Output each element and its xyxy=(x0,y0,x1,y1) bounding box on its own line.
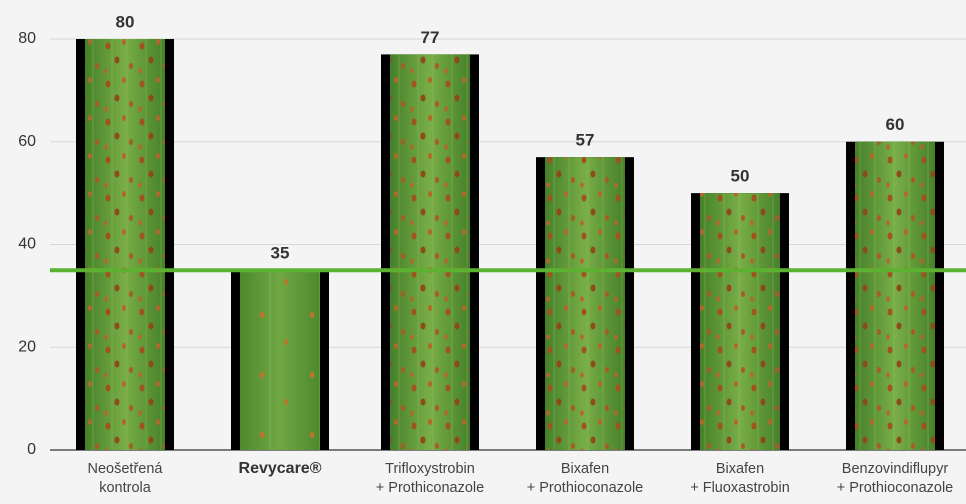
bar-spots xyxy=(700,193,780,450)
bars xyxy=(76,39,944,450)
value-label: 80 xyxy=(116,12,135,31)
y-tick-label: 40 xyxy=(18,236,36,253)
value-label: 57 xyxy=(576,131,595,150)
y-tick-label: 80 xyxy=(18,30,36,47)
x-tick-label: + Prothioconazole xyxy=(837,480,953,496)
x-tick-label: Trifloxystrobin xyxy=(385,461,475,477)
x-tick-label: kontrola xyxy=(99,480,152,496)
bar xyxy=(691,193,789,450)
x-tick-label: Bixafen xyxy=(716,461,764,477)
value-label: 77 xyxy=(421,28,440,47)
labels: 0 20 40 60 80 80 Neošetřená kontrola 35 Revycare®… xyxy=(18,12,953,495)
y-tick-label: 20 xyxy=(18,338,36,355)
value-label: 50 xyxy=(731,167,750,186)
x-tick-label: Neošetřená xyxy=(88,461,164,477)
bar-spots xyxy=(240,270,320,450)
bar xyxy=(536,157,634,450)
bar xyxy=(381,54,479,450)
bar-spots xyxy=(390,54,470,450)
y-tick-label: 0 xyxy=(27,441,36,458)
bar xyxy=(231,270,329,450)
bar-spots xyxy=(545,157,625,450)
y-tick-label: 60 xyxy=(18,133,36,150)
bar-spots xyxy=(855,141,935,450)
bar xyxy=(76,39,174,450)
x-tick-label: + Prothioconazole xyxy=(527,480,643,496)
value-label: 60 xyxy=(886,115,905,134)
grid xyxy=(50,38,966,451)
x-tick-label: Revycare® xyxy=(239,460,322,477)
x-tick-label: Bixafen xyxy=(561,461,609,477)
x-tick-label: + Prothiconazole xyxy=(376,480,484,496)
x-tick-label: + Fluoxastrobin xyxy=(690,480,790,496)
bar xyxy=(846,141,944,450)
bar-spots xyxy=(85,39,165,450)
x-tick-label: Benzovindiflupyr xyxy=(842,461,949,477)
value-label: 35 xyxy=(271,244,290,263)
